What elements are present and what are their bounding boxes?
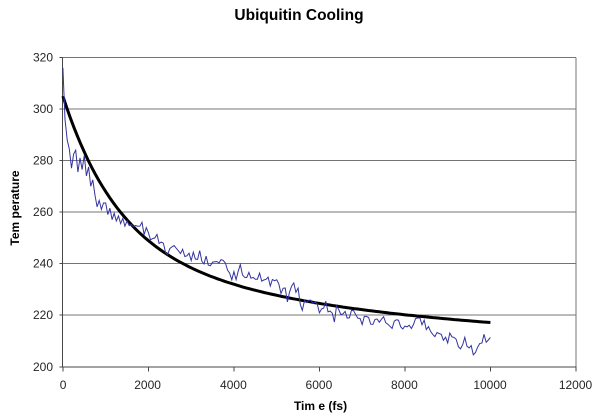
svg-text:280: 280 [33, 154, 53, 168]
svg-text:4000: 4000 [220, 378, 247, 392]
svg-text:200: 200 [33, 360, 53, 374]
svg-text:0: 0 [60, 378, 67, 392]
svg-text:300: 300 [33, 102, 53, 116]
svg-text:10000: 10000 [473, 378, 507, 392]
svg-text:Tim e (fs): Tim e (fs) [294, 399, 347, 413]
svg-text:6000: 6000 [306, 378, 333, 392]
svg-text:12000: 12000 [559, 378, 593, 392]
svg-text:2000: 2000 [134, 378, 161, 392]
svg-text:8000: 8000 [391, 378, 418, 392]
svg-text:Ubiquitin Cooling: Ubiquitin Cooling [234, 7, 363, 24]
svg-text:220: 220 [33, 308, 53, 322]
svg-text:Tem perature: Tem perature [8, 170, 22, 245]
svg-text:240: 240 [33, 257, 53, 271]
svg-text:320: 320 [33, 51, 53, 65]
svg-text:260: 260 [33, 205, 53, 219]
